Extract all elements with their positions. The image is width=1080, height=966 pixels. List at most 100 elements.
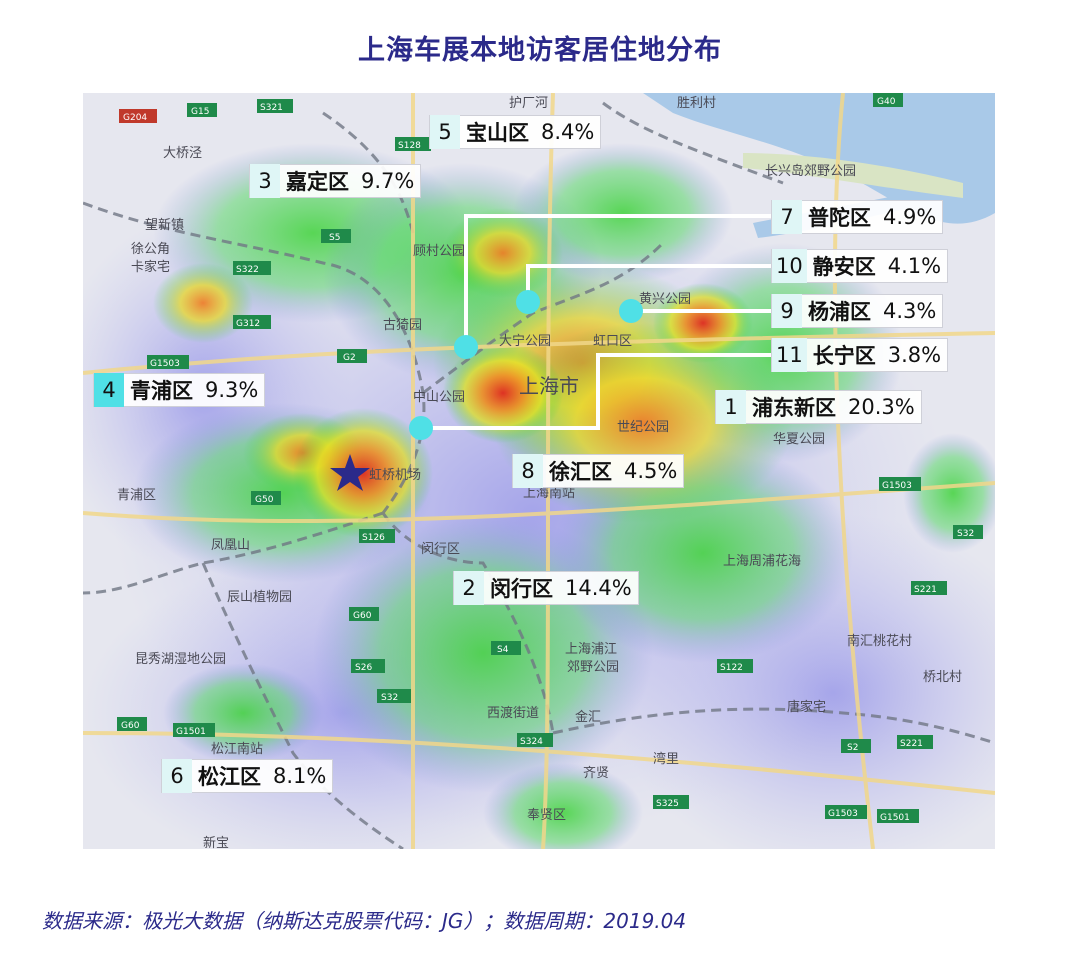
district-percent: 4.3% <box>883 299 937 323</box>
svg-text:G1503: G1503 <box>828 809 858 819</box>
district-percent: 20.3% <box>848 395 915 419</box>
district-markers <box>409 290 643 440</box>
rank-badge: 9 <box>772 294 802 328</box>
marker-putuo <box>454 335 478 359</box>
expo-venue-star-icon <box>330 454 370 491</box>
svg-text:世纪公园: 世纪公园 <box>617 420 669 435</box>
district-name: 杨浦区 <box>808 300 871 324</box>
svg-text:S221: S221 <box>900 739 923 749</box>
svg-text:中山公园: 中山公园 <box>413 390 465 405</box>
svg-text:卡家宅: 卡家宅 <box>131 259 170 275</box>
svg-text:S324: S324 <box>520 737 543 747</box>
rank-badge: 2 <box>454 571 484 605</box>
rank-badge: 8 <box>513 454 543 488</box>
svg-text:S5: S5 <box>329 233 340 243</box>
district-label-minhang: 2 闵行区 14.4% <box>453 571 639 605</box>
district-name: 浦东新区 <box>752 396 836 420</box>
svg-text:凤凰山: 凤凰山 <box>211 538 250 553</box>
rank-badge: 7 <box>772 200 802 234</box>
svg-text:S321: S321 <box>260 103 283 113</box>
svg-text:G15: G15 <box>191 107 209 117</box>
rank-badge: 6 <box>162 759 192 793</box>
svg-text:G1503: G1503 <box>150 359 180 369</box>
svg-text:胜利村: 胜利村 <box>677 96 716 111</box>
district-boundaries <box>83 101 995 849</box>
svg-text:望新镇: 望新镇 <box>145 217 184 233</box>
marker-changning <box>409 416 433 440</box>
svg-text:昆秀湖湿地公园: 昆秀湖湿地公园 <box>135 652 226 667</box>
svg-text:G312: G312 <box>236 319 260 329</box>
svg-text:大桥泾: 大桥泾 <box>163 146 202 161</box>
district-label-songjiang: 6 松江区 8.1% <box>161 759 334 793</box>
svg-text:G204: G204 <box>123 113 147 123</box>
district-label-xuhui: 8 徐汇区 4.5% <box>512 454 685 488</box>
svg-text:湾里: 湾里 <box>653 751 679 767</box>
rank-badge: 3 <box>250 164 280 198</box>
svg-text:G1501: G1501 <box>176 727 206 737</box>
district-percent: 9.7% <box>361 169 415 193</box>
svg-text:S32: S32 <box>381 693 398 703</box>
district-label-changning: 11 长宁区 3.8% <box>771 338 949 372</box>
svg-text:齐贤: 齐贤 <box>583 765 609 781</box>
svg-text:S32: S32 <box>957 529 974 539</box>
svg-text:唐家宅: 唐家宅 <box>787 699 826 715</box>
district-percent: 14.4% <box>565 576 632 600</box>
rank-badge: 4 <box>94 373 124 407</box>
svg-text:S221: S221 <box>914 585 937 595</box>
district-name: 普陀区 <box>808 206 871 230</box>
rank-badge: 5 <box>430 115 460 149</box>
svg-text:虹口区: 虹口区 <box>593 334 632 349</box>
svg-text:郊野公园: 郊野公园 <box>567 659 619 675</box>
svg-text:S2: S2 <box>847 743 858 753</box>
district-name: 青浦区 <box>130 379 193 403</box>
changxing-island <box>743 153 963 198</box>
marker-jingan <box>516 290 540 314</box>
district-name: 嘉定区 <box>286 170 349 194</box>
district-percent: 4.5% <box>624 459 678 483</box>
svg-text:S322: S322 <box>236 265 259 275</box>
svg-text:上海市: 上海市 <box>519 374 579 398</box>
svg-text:大宁公园: 大宁公园 <box>499 333 551 349</box>
svg-text:G40: G40 <box>877 97 896 107</box>
district-label-baoshan: 5 宝山区 8.4% <box>429 115 602 149</box>
rank-badge: 11 <box>772 338 807 372</box>
district-percent: 8.1% <box>273 764 327 788</box>
svg-text:西渡街道: 西渡街道 <box>487 705 539 721</box>
svg-text:古猗园: 古猗园 <box>383 318 422 333</box>
district-percent: 9.3% <box>205 378 259 402</box>
district-label-yangpu: 9 杨浦区 4.3% <box>771 294 944 328</box>
svg-text:S122: S122 <box>720 663 743 673</box>
svg-text:闵行区: 闵行区 <box>421 542 460 557</box>
district-percent: 3.8% <box>887 343 942 367</box>
svg-text:新宝: 新宝 <box>203 835 229 849</box>
highway-shields: G204 G15 S321 G40 S5 S322 G312 G1503 G2 … <box>117 93 983 823</box>
district-label-putuo: 7 普陀区 4.9% <box>771 200 944 234</box>
svg-text:S126: S126 <box>362 533 385 543</box>
svg-text:南汇桃花村: 南汇桃花村 <box>847 633 912 649</box>
heat-map: 护厂河 胜利村 大桥泾 望新镇 徐公角 卡家宅 长兴岛郊野公园 顾村公园 古猗园… <box>83 93 995 849</box>
svg-text:长兴岛郊野公园: 长兴岛郊野公园 <box>765 163 856 179</box>
svg-text:G1503: G1503 <box>882 481 912 491</box>
district-name: 长宁区 <box>812 344 876 368</box>
svg-text:松江南站: 松江南站 <box>211 741 263 757</box>
data-source-note: 数据来源：极光大数据（纳斯达克股票代码：JG）；数据周期：2019.04 <box>42 909 687 933</box>
district-name: 闵行区 <box>490 577 553 601</box>
svg-text:上海浦江: 上海浦江 <box>565 642 617 657</box>
svg-text:徐公角: 徐公角 <box>131 242 170 257</box>
svg-text:辰山植物园: 辰山植物园 <box>227 590 292 605</box>
svg-text:G60: G60 <box>121 721 140 731</box>
svg-text:S325: S325 <box>656 799 679 809</box>
page-title: 上海车展本地访客居住地分布 <box>358 35 722 66</box>
svg-text:S128: S128 <box>398 141 421 151</box>
svg-text:上海南站: 上海南站 <box>523 485 575 501</box>
svg-text:S4: S4 <box>497 645 509 655</box>
svg-text:顾村公园: 顾村公园 <box>413 244 465 259</box>
district-percent: 8.4% <box>541 120 595 144</box>
district-name: 徐汇区 <box>549 460 612 484</box>
svg-text:G2: G2 <box>343 353 356 363</box>
district-label-jingan: 10 静安区 4.1% <box>771 249 949 283</box>
svg-text:上海周浦花海: 上海周浦花海 <box>723 553 801 569</box>
svg-text:奉贤区: 奉贤区 <box>527 808 566 823</box>
district-percent: 4.9% <box>883 205 937 229</box>
district-percent: 4.1% <box>887 254 942 278</box>
